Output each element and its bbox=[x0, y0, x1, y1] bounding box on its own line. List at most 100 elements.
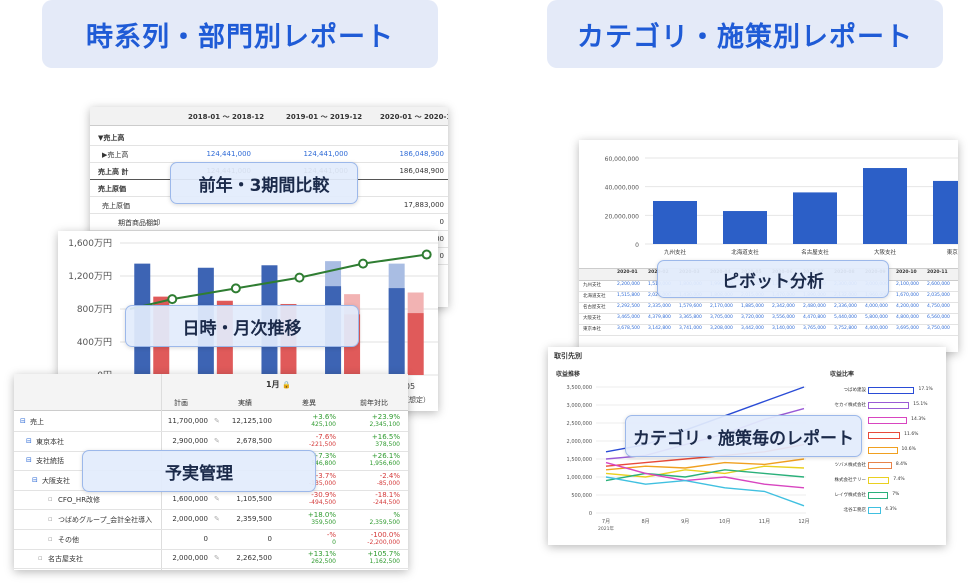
y-tick-label: 60,000,000 bbox=[605, 156, 640, 163]
pivot-cell: 3,705,000 bbox=[710, 315, 733, 320]
edit-icon[interactable]: ✎ bbox=[214, 554, 220, 563]
pivot-cell: 2,035,000 bbox=[927, 293, 950, 298]
row-label: 名古屋支社 bbox=[48, 555, 83, 564]
actual-value: 0 bbox=[267, 534, 272, 543]
pivot-row-label: 北海道支社 bbox=[583, 294, 606, 299]
row-label: 期首商品棚卸 bbox=[118, 219, 160, 227]
row-divider bbox=[579, 335, 958, 336]
pivot-cell: 3,720,000 bbox=[741, 315, 764, 320]
ratio-pct: 11.6% bbox=[904, 432, 919, 437]
actual-value: 2,359,500 bbox=[236, 515, 272, 523]
pivot-bar bbox=[933, 180, 958, 244]
trend-point bbox=[421, 249, 432, 260]
tree-toggle-icon[interactable]: ▫ bbox=[38, 554, 43, 563]
ratio-bar bbox=[868, 402, 910, 409]
revenue-series-line bbox=[605, 461, 805, 489]
pivot-cell: 2,335,000 bbox=[648, 304, 671, 309]
pivot-cell: 3,695,000 bbox=[896, 326, 919, 331]
edit-icon[interactable]: ✎ bbox=[214, 417, 220, 425]
ratio-pct: 10.6% bbox=[901, 447, 916, 452]
plan-value: 11,700,000 bbox=[167, 417, 208, 425]
x-tick-label: 10月 bbox=[719, 519, 730, 525]
cell-value: 0 bbox=[439, 252, 444, 260]
diff-amount: 425,100 bbox=[311, 421, 336, 428]
footer-label: -05 bbox=[402, 382, 415, 391]
yoy-pct: +26.1% bbox=[371, 452, 400, 461]
x-tick-label: 7月 bbox=[602, 519, 610, 525]
actual-value: 2,262,500 bbox=[236, 554, 272, 563]
pivot-cell: 3,678,500 bbox=[617, 326, 640, 331]
row-divider bbox=[579, 302, 958, 303]
pivot-cell: 2,200,000 bbox=[617, 282, 640, 287]
x-tick-label: 9月 bbox=[681, 519, 689, 525]
diff-pct: +13.1% bbox=[307, 550, 336, 559]
ratio-pct: 15.1% bbox=[913, 402, 928, 407]
y-tick-label: 0 bbox=[635, 242, 639, 249]
tree-toggle-icon[interactable]: ⊟ bbox=[26, 456, 32, 465]
lock-icon: 🔒 bbox=[282, 381, 292, 389]
pivot-cell: 3,442,000 bbox=[741, 326, 764, 331]
pivot-cell: 3,556,000 bbox=[772, 315, 795, 320]
pivot-cell: 2,342,000 bbox=[772, 304, 795, 309]
tree-toggle-icon[interactable]: ▫ bbox=[48, 515, 53, 523]
cell-value: 124,441,000 bbox=[206, 150, 251, 158]
diff-pct: +18.0% bbox=[307, 511, 336, 519]
tree-toggle-icon[interactable]: ▫ bbox=[48, 534, 53, 543]
pivot-col-header: 2020-11 bbox=[927, 270, 948, 275]
row-label: 支社統括 bbox=[36, 457, 64, 466]
category-report-pill: カテゴリ・施策毎のレポート bbox=[625, 415, 862, 457]
column-header: 2020-01 ～ 2020-12 bbox=[380, 113, 448, 121]
ratio-pct: 14.3% bbox=[911, 417, 926, 422]
revenue-ratio-list: つばめ建設 17.1% セカイ株式会社 15.1% 14.3% 11.6% 10.6% ツバメ… bbox=[818, 387, 946, 537]
pivot-bar-svg: 60,000,000 40,000,000 20,000,000 0 九州支社 北海道支社… bbox=[605, 156, 958, 256]
pivot-cell: 1,885,000 bbox=[741, 304, 764, 309]
pivot-cell: 2,336,000 bbox=[834, 304, 857, 309]
actual-value: 2,678,500 bbox=[236, 436, 272, 445]
x-year-label: 2021年 bbox=[598, 525, 614, 532]
pivot-row-label: 名古屋支社 bbox=[583, 305, 606, 310]
ratio-label: 北谷工務店 bbox=[843, 508, 867, 513]
ratio-pct: 17.1% bbox=[918, 387, 933, 392]
tree-toggle-icon[interactable]: ⊟ bbox=[20, 417, 26, 425]
actual-value: 1,105,500 bbox=[236, 495, 272, 504]
pivot-cell: 4,400,000 bbox=[865, 326, 888, 331]
pivot-row-label: 九州支社 bbox=[583, 283, 601, 288]
revenue-series-line bbox=[605, 476, 805, 507]
tree-toggle-icon[interactable]: ▫ bbox=[48, 495, 53, 504]
yoy-amount: -244,500 bbox=[373, 499, 400, 507]
pivot-cell: 4,000,000 bbox=[865, 304, 888, 309]
tree-toggle-icon[interactable]: ⊟ bbox=[32, 475, 38, 484]
x-tick-label: 北海道支社 bbox=[731, 248, 759, 256]
pivot-cell: 1,579,600 bbox=[679, 304, 702, 309]
x-tick-label: 11月 bbox=[759, 519, 770, 525]
ratio-label: セカイ株式会社 bbox=[834, 403, 867, 408]
column-header: 差異 bbox=[302, 399, 316, 407]
yoy-amount: -85,000 bbox=[376, 479, 400, 487]
row-divider bbox=[579, 313, 958, 314]
column-header: 2018-01 ～ 2018-12 bbox=[188, 113, 265, 121]
row-label: 大阪支社 bbox=[42, 476, 70, 485]
cell-value: 124,441,000 bbox=[303, 150, 348, 158]
trend-point bbox=[358, 258, 369, 269]
edit-icon[interactable]: ✎ bbox=[214, 515, 220, 523]
ratio-pct: 8.4% bbox=[895, 462, 908, 467]
row-label: 売上原価 bbox=[102, 202, 130, 210]
yoy-amount: 2,359,500 bbox=[369, 519, 400, 526]
tree-toggle-icon[interactable]: ⊟ bbox=[26, 436, 32, 445]
pivot-cell: 3,765,000 bbox=[803, 326, 826, 331]
column-header: 計画 bbox=[174, 399, 188, 407]
right-section-header: カテゴリ・施策別レポート bbox=[547, 0, 943, 68]
prev-year-comparison-pill: 前年・3期間比較 bbox=[170, 162, 358, 204]
ratio-bar bbox=[868, 432, 901, 439]
edit-icon[interactable]: ✎ bbox=[214, 436, 220, 445]
revenue-trend-title: 収益推移 bbox=[556, 371, 581, 378]
y-tick-label: 2,000,000 bbox=[567, 439, 592, 445]
edit-icon[interactable]: ✎ bbox=[214, 495, 220, 504]
month-text: 1月 bbox=[266, 380, 280, 389]
plan-value: 0 bbox=[203, 534, 208, 543]
pivot-cell: 4,750,000 bbox=[927, 304, 950, 309]
row-label: CFO_HR改修 bbox=[58, 496, 101, 505]
y-tick-label: 1,000,000 bbox=[567, 475, 592, 481]
yoy-pct: -2.4% bbox=[379, 471, 400, 480]
y-tick-label: 3,000,000 bbox=[567, 403, 592, 409]
